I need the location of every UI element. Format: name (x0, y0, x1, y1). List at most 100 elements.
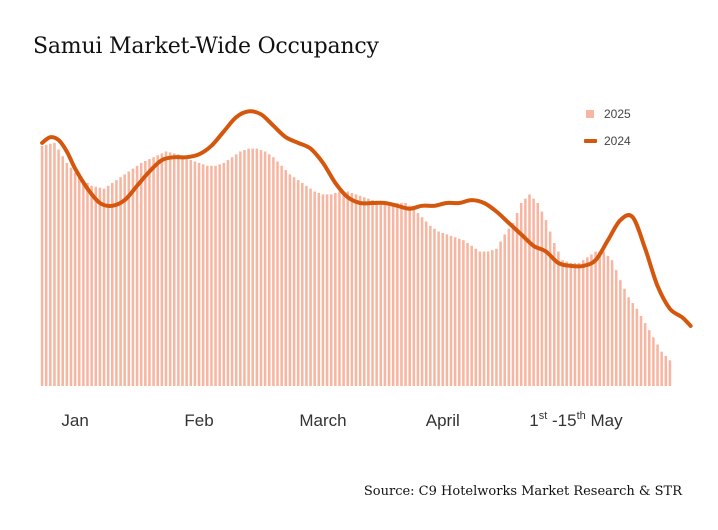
bar-2025 (222, 162, 226, 386)
bar-2025 (144, 161, 147, 386)
bar-2025 (453, 237, 457, 386)
bar-2025 (429, 225, 432, 386)
bar-2025 (598, 251, 601, 386)
bar-2025 (552, 243, 556, 386)
bar-2025 (491, 250, 494, 386)
bar-2025 (606, 255, 610, 386)
x-tick-label: Jan (61, 411, 88, 430)
bar-2025 (181, 156, 184, 386)
bar-2025 (519, 202, 523, 386)
bar-2025 (305, 185, 308, 386)
bar-2025 (577, 263, 581, 386)
bar-2025 (239, 151, 242, 386)
bar-2025 (449, 235, 453, 386)
bar-2025 (251, 148, 255, 386)
source-note: Source: C9 Hotelworks Market Research & … (363, 484, 682, 499)
bar-2025 (98, 187, 102, 386)
bar-2025 (639, 315, 643, 386)
bar-2025 (234, 154, 238, 386)
legend-label-2025: 2025 (604, 107, 631, 121)
bar-2025 (280, 165, 283, 386)
bar-2025 (396, 202, 399, 386)
bar-2025 (643, 323, 647, 386)
bar-2025 (259, 150, 263, 386)
bar-2025 (127, 171, 131, 386)
bar-2025 (383, 202, 387, 386)
bar-2025 (586, 257, 589, 386)
bar-2025 (102, 188, 106, 386)
bar-2025 (664, 355, 668, 386)
x-tick-label: 1st -15th May (529, 410, 623, 430)
bar-2025 (557, 251, 560, 386)
bar-2025 (206, 165, 209, 386)
bar-2025 (272, 157, 275, 386)
bar-2025 (544, 220, 548, 386)
bar-2025 (656, 344, 659, 386)
bar-2025 (524, 198, 527, 386)
bar-2025 (441, 232, 445, 386)
bar-2025 (507, 228, 511, 386)
bar-2025 (156, 155, 159, 386)
bar-2025 (73, 172, 77, 386)
bar-2025 (437, 231, 440, 386)
bar-2025 (214, 165, 217, 386)
bar-2025 (457, 238, 461, 386)
bar-2025 (106, 185, 110, 386)
bar-2025 (317, 192, 321, 386)
bar-2025 (631, 303, 635, 386)
bar-2025 (325, 194, 329, 386)
bar-2025 (177, 154, 180, 386)
bar-2025 (185, 158, 188, 386)
bar-2025 (82, 180, 85, 386)
legend-swatch-2024 (584, 139, 597, 143)
chart-title: Samui Market-Wide Occupancy (33, 34, 379, 59)
bar-2025 (123, 174, 126, 386)
bar-2025 (111, 182, 114, 386)
bar-2025 (412, 208, 416, 386)
bar-2025 (350, 192, 354, 386)
bar-2025 (400, 202, 403, 386)
bar-2025 (263, 151, 267, 386)
bar-2025 (590, 254, 593, 386)
bar-2025 (416, 212, 420, 386)
bar-2025 (660, 351, 663, 386)
bar-2025 (230, 157, 234, 386)
bar-2025 (548, 231, 552, 386)
bar-2025 (247, 148, 250, 386)
bar-2025 (420, 217, 424, 386)
legend: 2025 2024 (584, 107, 631, 148)
bar-2025 (57, 149, 60, 386)
bar-2025 (602, 251, 606, 386)
bar-2025 (40, 145, 44, 386)
bar-2025 (619, 280, 622, 386)
bar-2025 (474, 248, 478, 386)
bar-2025 (276, 161, 279, 386)
bar-2025 (623, 288, 626, 386)
bar-2025 (614, 270, 618, 386)
bar-2025 (329, 194, 333, 386)
bar-2025 (499, 241, 502, 386)
bar-2025 (371, 200, 374, 386)
bar-2025 (391, 202, 395, 386)
bar-2025 (243, 150, 246, 386)
bar-2025 (362, 197, 366, 386)
bar-2025 (152, 157, 155, 386)
bar-2025 (164, 151, 168, 386)
bar-2025 (424, 221, 428, 386)
bar-2025 (86, 182, 89, 386)
bar-2025 (511, 222, 515, 386)
bar-2025 (573, 263, 577, 386)
bar-2025 (49, 143, 52, 386)
bar-2025 (301, 182, 304, 386)
bar-2025 (255, 148, 259, 386)
bar-2025 (379, 202, 383, 386)
bar-2025 (532, 198, 535, 386)
bar-2025 (358, 195, 362, 386)
bar-2025 (408, 205, 411, 386)
bar-2025 (172, 153, 176, 386)
bars-2025 (40, 142, 672, 386)
bar-2025 (342, 191, 345, 386)
bar-2025 (197, 162, 201, 386)
bar-2025 (581, 260, 585, 386)
